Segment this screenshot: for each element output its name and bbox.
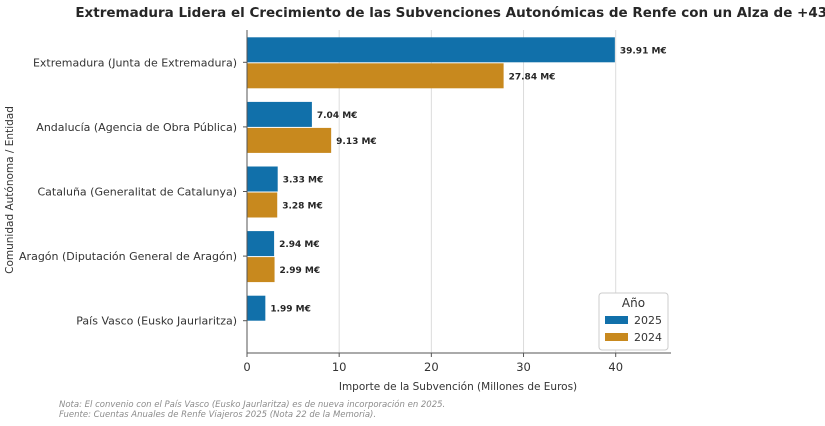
y-tick-label: País Vasco (Eusko Jaurlaritza) (76, 315, 237, 328)
source-text: Fuente: Cuentas Anuales de Renfe Viajero… (59, 410, 377, 420)
data-label: 27.84 M€ (509, 72, 556, 82)
y-tick-label: Andalucía (Agencia de Obra Pública) (36, 121, 237, 134)
data-label: 39.91 M€ (620, 46, 667, 56)
data-label: 3.28 M€ (282, 202, 323, 212)
data-label: 1.99 M€ (270, 305, 311, 315)
axes: 0 10 20 30 40 Extremadura (Junta de Extremadu… (19, 30, 671, 374)
data-label: 9.13 M€ (336, 137, 377, 147)
x-tick-label: 0 (243, 360, 250, 374)
x-tick-label: 20 (424, 360, 439, 374)
note-text: Nota: El convenio con el País Vasco (Eus… (59, 400, 446, 410)
legend-title: Año (622, 296, 645, 310)
bar-2024 (247, 192, 278, 218)
chart-title: Extremadura Lidera el Crecimiento de las… (75, 5, 825, 21)
legend-swatch-2024 (605, 333, 628, 341)
legend-label-2025: 2025 (634, 314, 662, 327)
y-tick-label: Cataluña (Generalitat de Catalunya) (37, 186, 237, 199)
data-label: 7.04 M€ (317, 111, 358, 121)
data-label: 3.33 M€ (283, 176, 324, 186)
bar-2025 (247, 231, 275, 257)
bar-2025 (247, 101, 312, 127)
legend-label-2024: 2024 (634, 331, 662, 344)
bar-2025 (247, 37, 615, 63)
data-label: 2.94 M€ (279, 240, 320, 250)
x-tick-label: 40 (608, 360, 623, 374)
bar-2025 (247, 166, 278, 192)
bar-2025 (247, 295, 266, 321)
x-tick-label: 10 (332, 360, 347, 374)
legend: Año 2025 2024 (598, 292, 669, 351)
x-tick-label: 30 (516, 360, 531, 374)
y-tick-label: Aragón (Diputación General de Aragón) (19, 250, 237, 263)
legend-swatch-2025 (605, 316, 628, 324)
y-tick-label: Extremadura (Junta de Extremadura) (33, 56, 237, 69)
bar-2024 (247, 127, 332, 153)
data-label: 2.99 M€ (280, 266, 321, 276)
bar-2024 (247, 257, 275, 283)
bars: 39.91 M€ 27.84 M€ 7.04 M€ 9.13 M€ 3.33 M€ 3.2… (247, 37, 667, 321)
y-axis-label: Comunidad Autónoma / Entidad (4, 106, 16, 274)
x-axis-label: Importe de la Subvención (Millones de Eu… (339, 381, 577, 393)
bar-2024 (247, 63, 504, 89)
